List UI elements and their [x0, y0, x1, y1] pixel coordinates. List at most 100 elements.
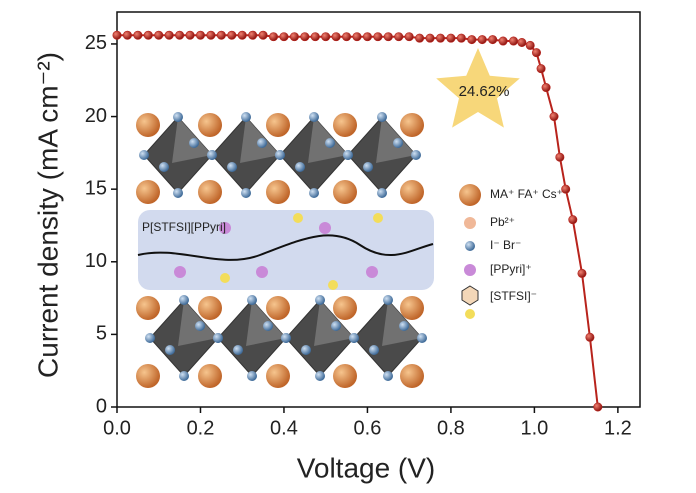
sphere: [266, 296, 290, 320]
sphere: [227, 162, 237, 172]
sphere: [198, 180, 222, 204]
sphere: [257, 138, 267, 148]
y-tick-label: 5: [96, 323, 107, 345]
data-point: [362, 32, 372, 42]
data-point: [541, 83, 551, 93]
data-point: [425, 33, 435, 43]
sphere: [173, 188, 183, 198]
data-point: [509, 36, 519, 46]
legend-label: MA⁺ FA⁺ Cs⁺: [490, 187, 563, 201]
data-point: [415, 33, 425, 43]
sphere: [266, 364, 290, 388]
interlayer-band: [138, 210, 434, 290]
sphere: [325, 138, 335, 148]
data-point: [300, 32, 310, 42]
x-axis-label: Voltage (V): [297, 452, 436, 483]
sphere: [275, 150, 285, 160]
hexagon-icon: [461, 285, 479, 306]
data-point: [206, 30, 216, 40]
data-point: [237, 30, 247, 40]
y-tick-label: 10: [85, 250, 107, 272]
legend-label: [PPyri]⁺: [490, 262, 532, 276]
data-point: [536, 64, 546, 74]
y-tick-label: 15: [85, 177, 107, 199]
data-point: [289, 32, 299, 42]
data-point: [342, 32, 352, 42]
sphere: [399, 321, 409, 331]
sphere: [233, 345, 243, 355]
star: [436, 48, 520, 128]
sphere: [247, 295, 257, 305]
sphere: [301, 345, 311, 355]
sphere: [383, 371, 393, 381]
plot-frame: [116, 11, 641, 408]
x-tick-label: 0.4: [270, 417, 298, 439]
sphere: [333, 364, 357, 388]
x-tick-label: 1.0: [520, 417, 548, 439]
sphere: [136, 180, 160, 204]
sphere: [266, 113, 290, 137]
sphere: [165, 345, 175, 355]
sphere: [136, 364, 160, 388]
data-point: [216, 30, 226, 40]
sphere: [256, 266, 268, 278]
layer-label: P[STFSI][PPyri]: [142, 220, 226, 234]
data-point: [383, 32, 393, 42]
data-point: [185, 30, 195, 40]
sphere: [179, 371, 189, 381]
sphere: [366, 266, 378, 278]
sphere: [400, 296, 424, 320]
sphere: [464, 264, 476, 276]
data-point: [498, 36, 508, 46]
sphere: [173, 112, 183, 122]
sphere: [333, 296, 357, 320]
data-point: [577, 268, 587, 278]
sphere: [207, 150, 217, 160]
data-point: [279, 32, 289, 42]
sphere: [189, 138, 199, 148]
y-tick-label: 20: [85, 105, 107, 127]
sphere: [139, 150, 149, 160]
legend-label: [STFSI]⁻: [490, 289, 537, 303]
data-point: [175, 30, 185, 40]
data-point: [321, 32, 331, 42]
sphere: [369, 345, 379, 355]
sphere: [465, 309, 475, 319]
sphere: [377, 188, 387, 198]
data-point: [585, 332, 595, 342]
sphere: [174, 266, 186, 278]
data-point: [435, 33, 445, 43]
data-point: [269, 32, 279, 42]
sphere: [241, 112, 251, 122]
data-point: [122, 30, 132, 40]
sphere: [263, 321, 273, 331]
legend-label: Pb²⁺: [490, 215, 515, 229]
x-tick-label: 0.6: [354, 417, 382, 439]
sphere: [328, 280, 338, 290]
data-point: [133, 30, 143, 40]
sphere: [179, 295, 189, 305]
sphere: [465, 241, 475, 251]
data-point: [164, 30, 174, 40]
data-point: [143, 30, 153, 40]
data-point: [195, 30, 205, 40]
sphere: [373, 213, 383, 223]
data-point: [568, 215, 578, 225]
data-point: [561, 184, 571, 194]
y-tick-label: 25: [85, 32, 107, 54]
sphere: [198, 113, 222, 137]
sphere: [464, 217, 476, 229]
data-point: [456, 33, 466, 43]
data-point: [517, 37, 527, 47]
sphere: [393, 138, 403, 148]
sphere: [309, 188, 319, 198]
data-point: [446, 33, 456, 43]
sphere: [213, 333, 223, 343]
sphere: [459, 184, 481, 206]
legend-label: I⁻ Br⁻: [490, 238, 521, 252]
sphere: [309, 112, 319, 122]
data-point: [331, 32, 341, 42]
efficiency-label: 24.62%: [459, 83, 510, 100]
data-point: [555, 152, 565, 162]
